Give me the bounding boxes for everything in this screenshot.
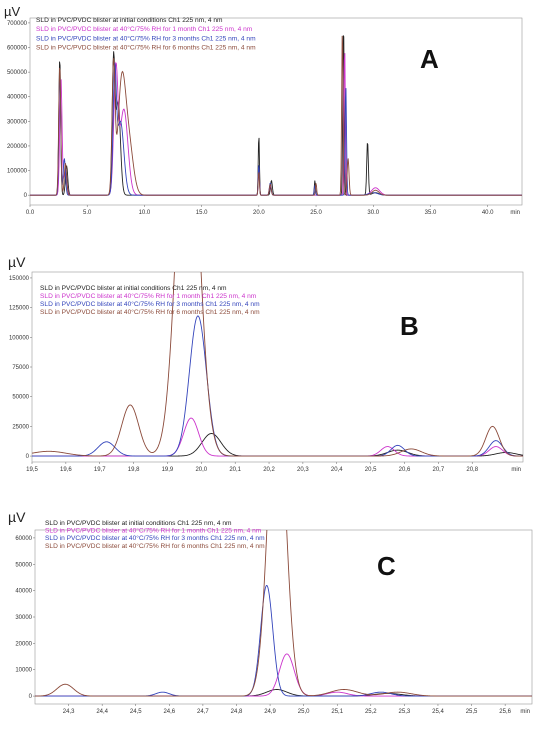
series-line-3 — [35, 584, 532, 697]
legend-entry-3: SLD in PVC/PVDC blister at 40°C/75% RH f… — [36, 34, 256, 42]
legend-entry-3: SLD in PVC/PVDC blister at 40°C/75% RH f… — [40, 300, 260, 308]
series-line-2 — [35, 653, 532, 697]
x-tick-label: 25,4 — [432, 709, 444, 715]
legend-entry-1: SLD in PVC/PVDC blister at initial condi… — [40, 285, 227, 292]
legend-entry-2: SLD in PVC/PVDC blister at 40°C/75% RH f… — [40, 292, 257, 300]
series-line-1 — [35, 689, 532, 697]
y-tick-label: 0 — [24, 193, 28, 199]
legend-entry-4: SLD in PVC/PVDC blister at 40°C/75% RH f… — [45, 542, 265, 550]
y-tick-label: 0 — [29, 694, 33, 700]
legend-entry-1: SLD in PVC/PVDC blister at initial condi… — [36, 17, 223, 24]
y-tick-label: 200000 — [7, 144, 28, 150]
x-axis-label: min — [520, 709, 530, 715]
legend-entry-3: SLD in PVC/PVDC blister at 40°C/75% RH f… — [45, 534, 265, 542]
x-tick-label: 25,0 — [298, 709, 310, 715]
x-tick-label: 20,2 — [263, 467, 275, 473]
x-tick-label: 19,6 — [60, 467, 72, 473]
y-axis-label: µV — [8, 254, 26, 270]
series-line-2 — [30, 53, 522, 196]
x-tick-label: 15.0 — [196, 210, 208, 216]
x-tick-label: 10.0 — [139, 210, 151, 216]
x-axis-label: min — [511, 467, 521, 473]
y-tick-label: 100000 — [7, 169, 28, 175]
y-tick-label: 50000 — [12, 395, 29, 401]
x-axis-label: min — [510, 210, 520, 216]
x-tick-label: 25,5 — [466, 709, 478, 715]
panel-label: A — [420, 44, 439, 74]
series-line-1 — [32, 433, 523, 457]
y-tick-label: 500000 — [7, 70, 28, 76]
series-line-3 — [32, 315, 523, 457]
y-axis-label: µV — [8, 509, 26, 525]
chart-panel-c: 0 10000 20000 30000 40000 50000 60000 24,3 24,4 2… — [8, 509, 533, 715]
x-tick-label: 19,7 — [94, 467, 106, 473]
y-tick-label: 125000 — [9, 306, 30, 312]
y-tick-label: 0 — [26, 454, 30, 460]
y-tick-label: 40000 — [15, 589, 32, 595]
x-tick-label: 40.0 — [482, 210, 494, 216]
x-tick-label: 20,8 — [466, 467, 478, 473]
legend-entry-4: SLD in PVC/PVDC blister at 40°C/75% RH f… — [40, 308, 260, 316]
x-tick-label: 24,4 — [96, 709, 108, 715]
y-tick-label: 150000 — [9, 276, 30, 282]
x-tick-label: 24,3 — [63, 709, 75, 715]
series-line-4 — [35, 530, 532, 697]
y-tick-label: 100000 — [9, 335, 30, 341]
chart-panel-a: 0 100000 200000 300000 400000 500000 600000 700… — [4, 4, 523, 216]
x-tick-label: 20,5 — [365, 467, 377, 473]
legend-entry-1: SLD in PVC/PVDC blister at initial condi… — [45, 520, 232, 527]
y-tick-label: 300000 — [7, 119, 28, 125]
x-tick-label: 24,9 — [264, 709, 276, 715]
x-tick-label: 24,5 — [130, 709, 142, 715]
x-tick-label: 25.0 — [310, 210, 322, 216]
panel-label: C — [377, 551, 396, 581]
y-tick-label: 30000 — [15, 615, 32, 621]
plot-frame — [34, 529, 533, 705]
series-line-1 — [30, 35, 522, 196]
x-tick-label: 24,8 — [231, 709, 243, 715]
legend-entry-4: SLD in PVC/PVDC blister at 40°C/75% RH f… — [36, 44, 256, 52]
x-tick-label: 25,6 — [499, 709, 511, 715]
x-tick-label: 19,5 — [26, 467, 38, 473]
x-tick-label: 20,1 — [229, 467, 241, 473]
series-line-2 — [32, 417, 523, 457]
y-tick-label: 20000 — [15, 641, 32, 647]
chart-panel-b: 0 25000 50000 75000 100000 125000 150000 19,5 19… — [8, 254, 524, 473]
y-tick-label: 50000 — [15, 562, 32, 568]
y-axis-label: µV — [4, 4, 20, 19]
legend-entry-2: SLD in PVC/PVDC blister at 40°C/75% RH f… — [45, 527, 262, 535]
x-tick-label: 20,4 — [331, 467, 343, 473]
y-tick-label: 600000 — [7, 46, 28, 52]
x-tick-label: 20.0 — [253, 210, 265, 216]
x-tick-label: 30.0 — [367, 210, 379, 216]
y-tick-label: 60000 — [15, 536, 32, 542]
plot-frame — [29, 17, 523, 206]
x-tick-label: 20,7 — [433, 467, 445, 473]
y-tick-label: 25000 — [12, 424, 29, 430]
series-line-4 — [32, 272, 523, 457]
x-tick-label: 25,3 — [399, 709, 411, 715]
x-tick-label: 20,0 — [195, 467, 207, 473]
x-tick-label: 25,2 — [365, 709, 377, 715]
series-line-3 — [30, 62, 522, 196]
x-tick-label: 19,9 — [162, 467, 174, 473]
x-tick-label: 0.0 — [26, 210, 35, 216]
x-tick-label: 24,7 — [197, 709, 209, 715]
x-tick-label: 19,8 — [128, 467, 140, 473]
legend-entry-2: SLD in PVC/PVDC blister at 40°C/75% RH f… — [36, 25, 253, 33]
x-tick-label: 25,1 — [331, 709, 343, 715]
series-line-4 — [30, 35, 522, 196]
panel-label: B — [400, 311, 419, 341]
y-tick-label: 10000 — [15, 668, 32, 674]
x-tick-label: 5.0 — [83, 210, 92, 216]
y-tick-label: 400000 — [7, 95, 28, 101]
x-tick-label: 35.0 — [425, 210, 437, 216]
y-tick-label: 700000 — [7, 21, 28, 27]
y-tick-label: 75000 — [12, 365, 29, 371]
x-tick-label: 20,6 — [399, 467, 411, 473]
x-tick-label: 24,6 — [163, 709, 175, 715]
x-tick-label: 20,3 — [297, 467, 309, 473]
